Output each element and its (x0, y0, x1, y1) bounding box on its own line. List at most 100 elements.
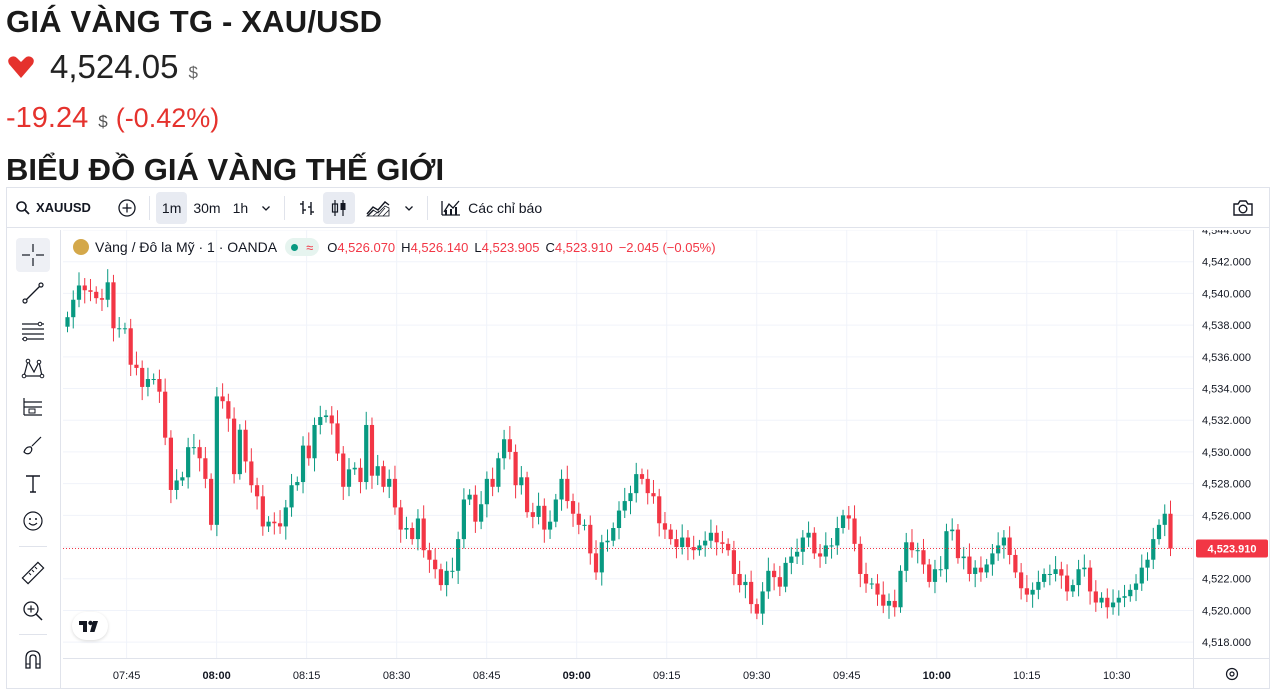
candle-body (1122, 596, 1127, 598)
prediction-tool[interactable] (16, 390, 50, 424)
y-tick-label: 4,540.000 (1202, 288, 1251, 300)
candle-body (490, 478, 495, 487)
candle-body (657, 496, 662, 524)
interval-30m[interactable]: 30m (193, 199, 221, 216)
interval-1m[interactable]: 1m (155, 191, 188, 224)
compare-symbol-button[interactable] (111, 192, 143, 224)
candle-body (869, 583, 874, 585)
market-status-pill[interactable]: ≈ (285, 238, 320, 256)
emoji-tool[interactable] (16, 504, 50, 538)
candle-body (1093, 591, 1098, 603)
candle-body (220, 396, 225, 402)
wave-icon: ≈ (306, 239, 314, 255)
candle-body (1042, 573, 1047, 582)
fib-tool[interactable] (16, 314, 50, 348)
candle-body (530, 512, 535, 517)
candle-body (875, 583, 880, 595)
candle-body (427, 550, 432, 560)
legend-symbol-name[interactable]: Vàng / Đô la Mỹ · 1 · OANDA (95, 239, 278, 255)
candle-body (513, 451, 518, 486)
y-tick-label: 4,534.000 (1202, 384, 1251, 396)
candle-body (145, 379, 151, 387)
ruler-tool[interactable] (16, 556, 50, 590)
time-axis[interactable]: 07:45 08:00 08:15 08:30 08:45 09:00 09:15 09:30… (63, 658, 1193, 688)
zoom-tool[interactable] (16, 594, 50, 628)
candle-body (117, 328, 122, 330)
candle-body (1116, 597, 1121, 603)
candle-body (140, 367, 145, 387)
candle-body (783, 562, 788, 587)
toolbar-divider (148, 195, 150, 220)
toolbar-divider (427, 195, 429, 220)
candle-body (392, 478, 398, 508)
candle-body (300, 445, 306, 483)
brush-tool[interactable] (16, 428, 50, 462)
chart-type-dropdown[interactable] (397, 192, 421, 224)
candle-body (1168, 513, 1173, 549)
candle-body (777, 577, 782, 587)
candle-body (496, 458, 501, 487)
x-tick-label: 10:00 (923, 670, 951, 682)
candle-body (645, 478, 650, 494)
candle-body (254, 485, 260, 497)
bar-style-button[interactable] (291, 192, 323, 224)
candle-body (94, 291, 99, 299)
bars-icon (300, 200, 315, 215)
x-tick-label: 08:30 (383, 670, 411, 682)
indicators-button[interactable]: Các chỉ báo (434, 192, 548, 224)
chart-legend: Vàng / Đô la Mỹ · 1 · OANDA ≈ O 4,526.070… (73, 238, 716, 256)
y-tick-label: 4,530.000 (1202, 447, 1251, 459)
candle-body (128, 328, 133, 365)
candle-body (622, 501, 627, 511)
candle-body (817, 553, 823, 557)
candle-body (105, 282, 110, 300)
text-icon (26, 475, 40, 493)
candle-body (892, 600, 897, 608)
candle-body (157, 379, 162, 392)
candle-body (398, 507, 403, 530)
candle-body (772, 570, 777, 578)
candle-body (444, 570, 449, 586)
trend-line-tool[interactable] (16, 276, 50, 310)
candle-body (651, 493, 656, 497)
y-tick-label: 4,526.000 (1202, 510, 1251, 522)
candle-body (812, 532, 817, 554)
symbol-search-button[interactable]: XAUUSD (7, 192, 97, 224)
price-chart[interactable] (63, 229, 1193, 658)
tradingview-logo[interactable] (72, 612, 108, 640)
candle-style-button[interactable] (323, 191, 356, 224)
interval-1h[interactable]: 1h (232, 199, 249, 216)
candle-body (944, 531, 949, 570)
crosshair-tool[interactable] (16, 238, 50, 272)
candle-body (576, 513, 581, 525)
last-price-tag (1196, 539, 1268, 558)
candle-body (766, 570, 771, 592)
candle-body (473, 494, 478, 522)
magnet-tool[interactable] (16, 642, 50, 676)
trend-line-icon (22, 282, 44, 304)
candle-body (260, 496, 265, 527)
snapshot-button[interactable] (1225, 192, 1261, 224)
chart-settings-button[interactable] (1193, 658, 1269, 688)
candle-body (1099, 597, 1104, 603)
candle-body (898, 570, 903, 608)
chart-type-button[interactable] (359, 192, 397, 224)
interval-dropdown[interactable] (254, 192, 278, 224)
candlestick-chart (63, 229, 1193, 658)
candle-body (559, 478, 564, 500)
y-tick-label: 4,544.000 (1202, 230, 1251, 237)
candle-body (168, 437, 174, 490)
gear-icon (1225, 667, 1238, 680)
candle-body (1139, 567, 1144, 584)
candle-body (863, 573, 869, 584)
candle-body (289, 485, 294, 508)
pattern-tool[interactable] (16, 352, 50, 386)
candle-body (909, 542, 915, 551)
ruler-icon (21, 561, 45, 585)
candle-body (461, 499, 466, 540)
candle-body (180, 477, 185, 481)
candle-body (329, 415, 334, 424)
price-axis[interactable]: 4,518.0004,520.0004,522.0004,524.0004,52… (1193, 225, 1269, 658)
candle-body (714, 532, 719, 543)
text-tool[interactable] (16, 466, 50, 500)
